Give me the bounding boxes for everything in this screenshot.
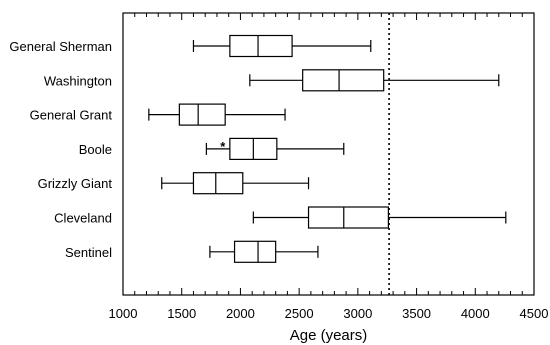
x-tick-label: 4500 [520, 306, 549, 321]
x-tick-label: 2000 [226, 306, 255, 321]
category-label: Washington [44, 73, 112, 88]
box-series: * [148, 34, 507, 263]
category-label: Sentinel [65, 245, 112, 260]
iqr-box [302, 69, 385, 92]
box-cleveland [252, 206, 507, 229]
x-axis-ticks [122, 13, 535, 295]
category-label: Cleveland [54, 211, 112, 226]
box-sentinel [209, 240, 319, 263]
x-tick-label: 4000 [461, 306, 490, 321]
box-washington [249, 69, 500, 92]
box-general-grant [148, 103, 286, 126]
x-tick-label: 3000 [343, 306, 372, 321]
plot-frame [122, 12, 535, 296]
category-labels: General Sherman Washington General Grant Bo… [9, 39, 112, 260]
box-grizzly-giant [161, 172, 310, 195]
x-tick-label: 2500 [285, 306, 314, 321]
iqr-box [229, 34, 293, 58]
iqr-box [307, 206, 389, 229]
iqr-box [178, 103, 226, 126]
x-tick-label: 3500 [402, 306, 431, 321]
category-label: Boole [79, 142, 112, 157]
iqr-box [233, 240, 277, 263]
box-general-sherman [192, 34, 372, 58]
category-label: General Grant [30, 108, 113, 123]
iqr-box [192, 172, 244, 195]
x-tick-label: 1000 [109, 306, 138, 321]
box-boole: * [205, 137, 345, 160]
category-label: Grizzly Giant [38, 176, 113, 191]
x-axis-tick-labels: 1000 1500 2000 2500 3000 3500 4000 4500 [109, 306, 549, 321]
category-label: General Sherman [9, 39, 112, 54]
x-axis-title: Age (years) [290, 327, 368, 344]
x-tick-label: 1500 [167, 306, 196, 321]
outlier-marker: * [220, 139, 226, 154]
